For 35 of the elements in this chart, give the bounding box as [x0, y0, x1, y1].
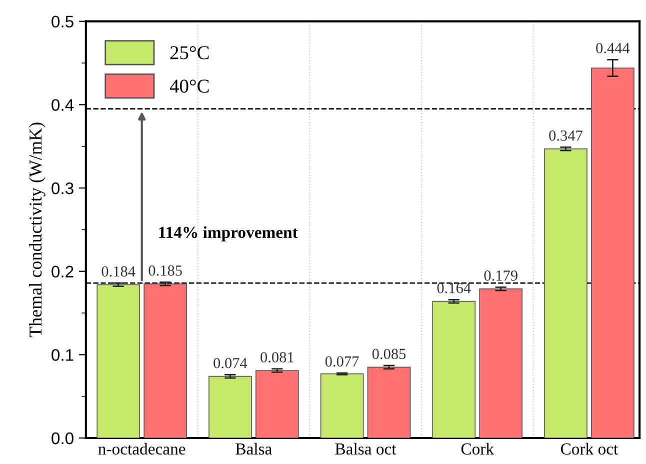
bar — [591, 68, 634, 438]
x-tick-label: n-octadecane — [98, 442, 186, 455]
data-label: 0.444 — [596, 42, 630, 54]
data-label: 0.081 — [260, 352, 294, 362]
x-tick-label: Balsa oct — [335, 442, 396, 455]
data-label: 0.184 — [102, 266, 136, 277]
bar — [256, 370, 299, 438]
y-axis-title: Themal conductivity (W/mK) — [28, 122, 46, 338]
data-label: 0.347 — [549, 130, 582, 141]
data-label: 0.164 — [437, 282, 471, 294]
y-tick-label: 0.3 — [52, 182, 74, 194]
legend-label: 40°C — [170, 80, 209, 93]
data-label: 0.179 — [484, 270, 518, 281]
y-tick-label: 0.1 — [52, 349, 74, 361]
bar — [320, 373, 364, 438]
x-tick-label: Cork oct — [560, 442, 618, 455]
bar — [367, 366, 411, 438]
data-label: 0.074 — [214, 358, 248, 368]
bar — [96, 284, 140, 438]
bar — [544, 148, 588, 438]
y-tick-label: 0.0 — [52, 432, 74, 444]
bar — [144, 283, 187, 438]
y-tick-label: 0.2 — [52, 266, 74, 278]
data-label: 0.077 — [325, 356, 359, 367]
bar — [432, 300, 476, 438]
x-tick-label: Balsa — [236, 442, 272, 455]
x-tick-label: Cork — [461, 442, 494, 455]
legend-label: 25°C — [170, 46, 209, 60]
data-label: 0.185 — [148, 265, 182, 276]
bar — [479, 288, 523, 438]
y-tick-label: 0.4 — [52, 99, 74, 111]
bar — [208, 376, 252, 438]
data-label: 0.085 — [372, 348, 406, 360]
y-tick-label: 0.5 — [52, 16, 74, 28]
annotation: 114% improvement — [159, 226, 298, 242]
